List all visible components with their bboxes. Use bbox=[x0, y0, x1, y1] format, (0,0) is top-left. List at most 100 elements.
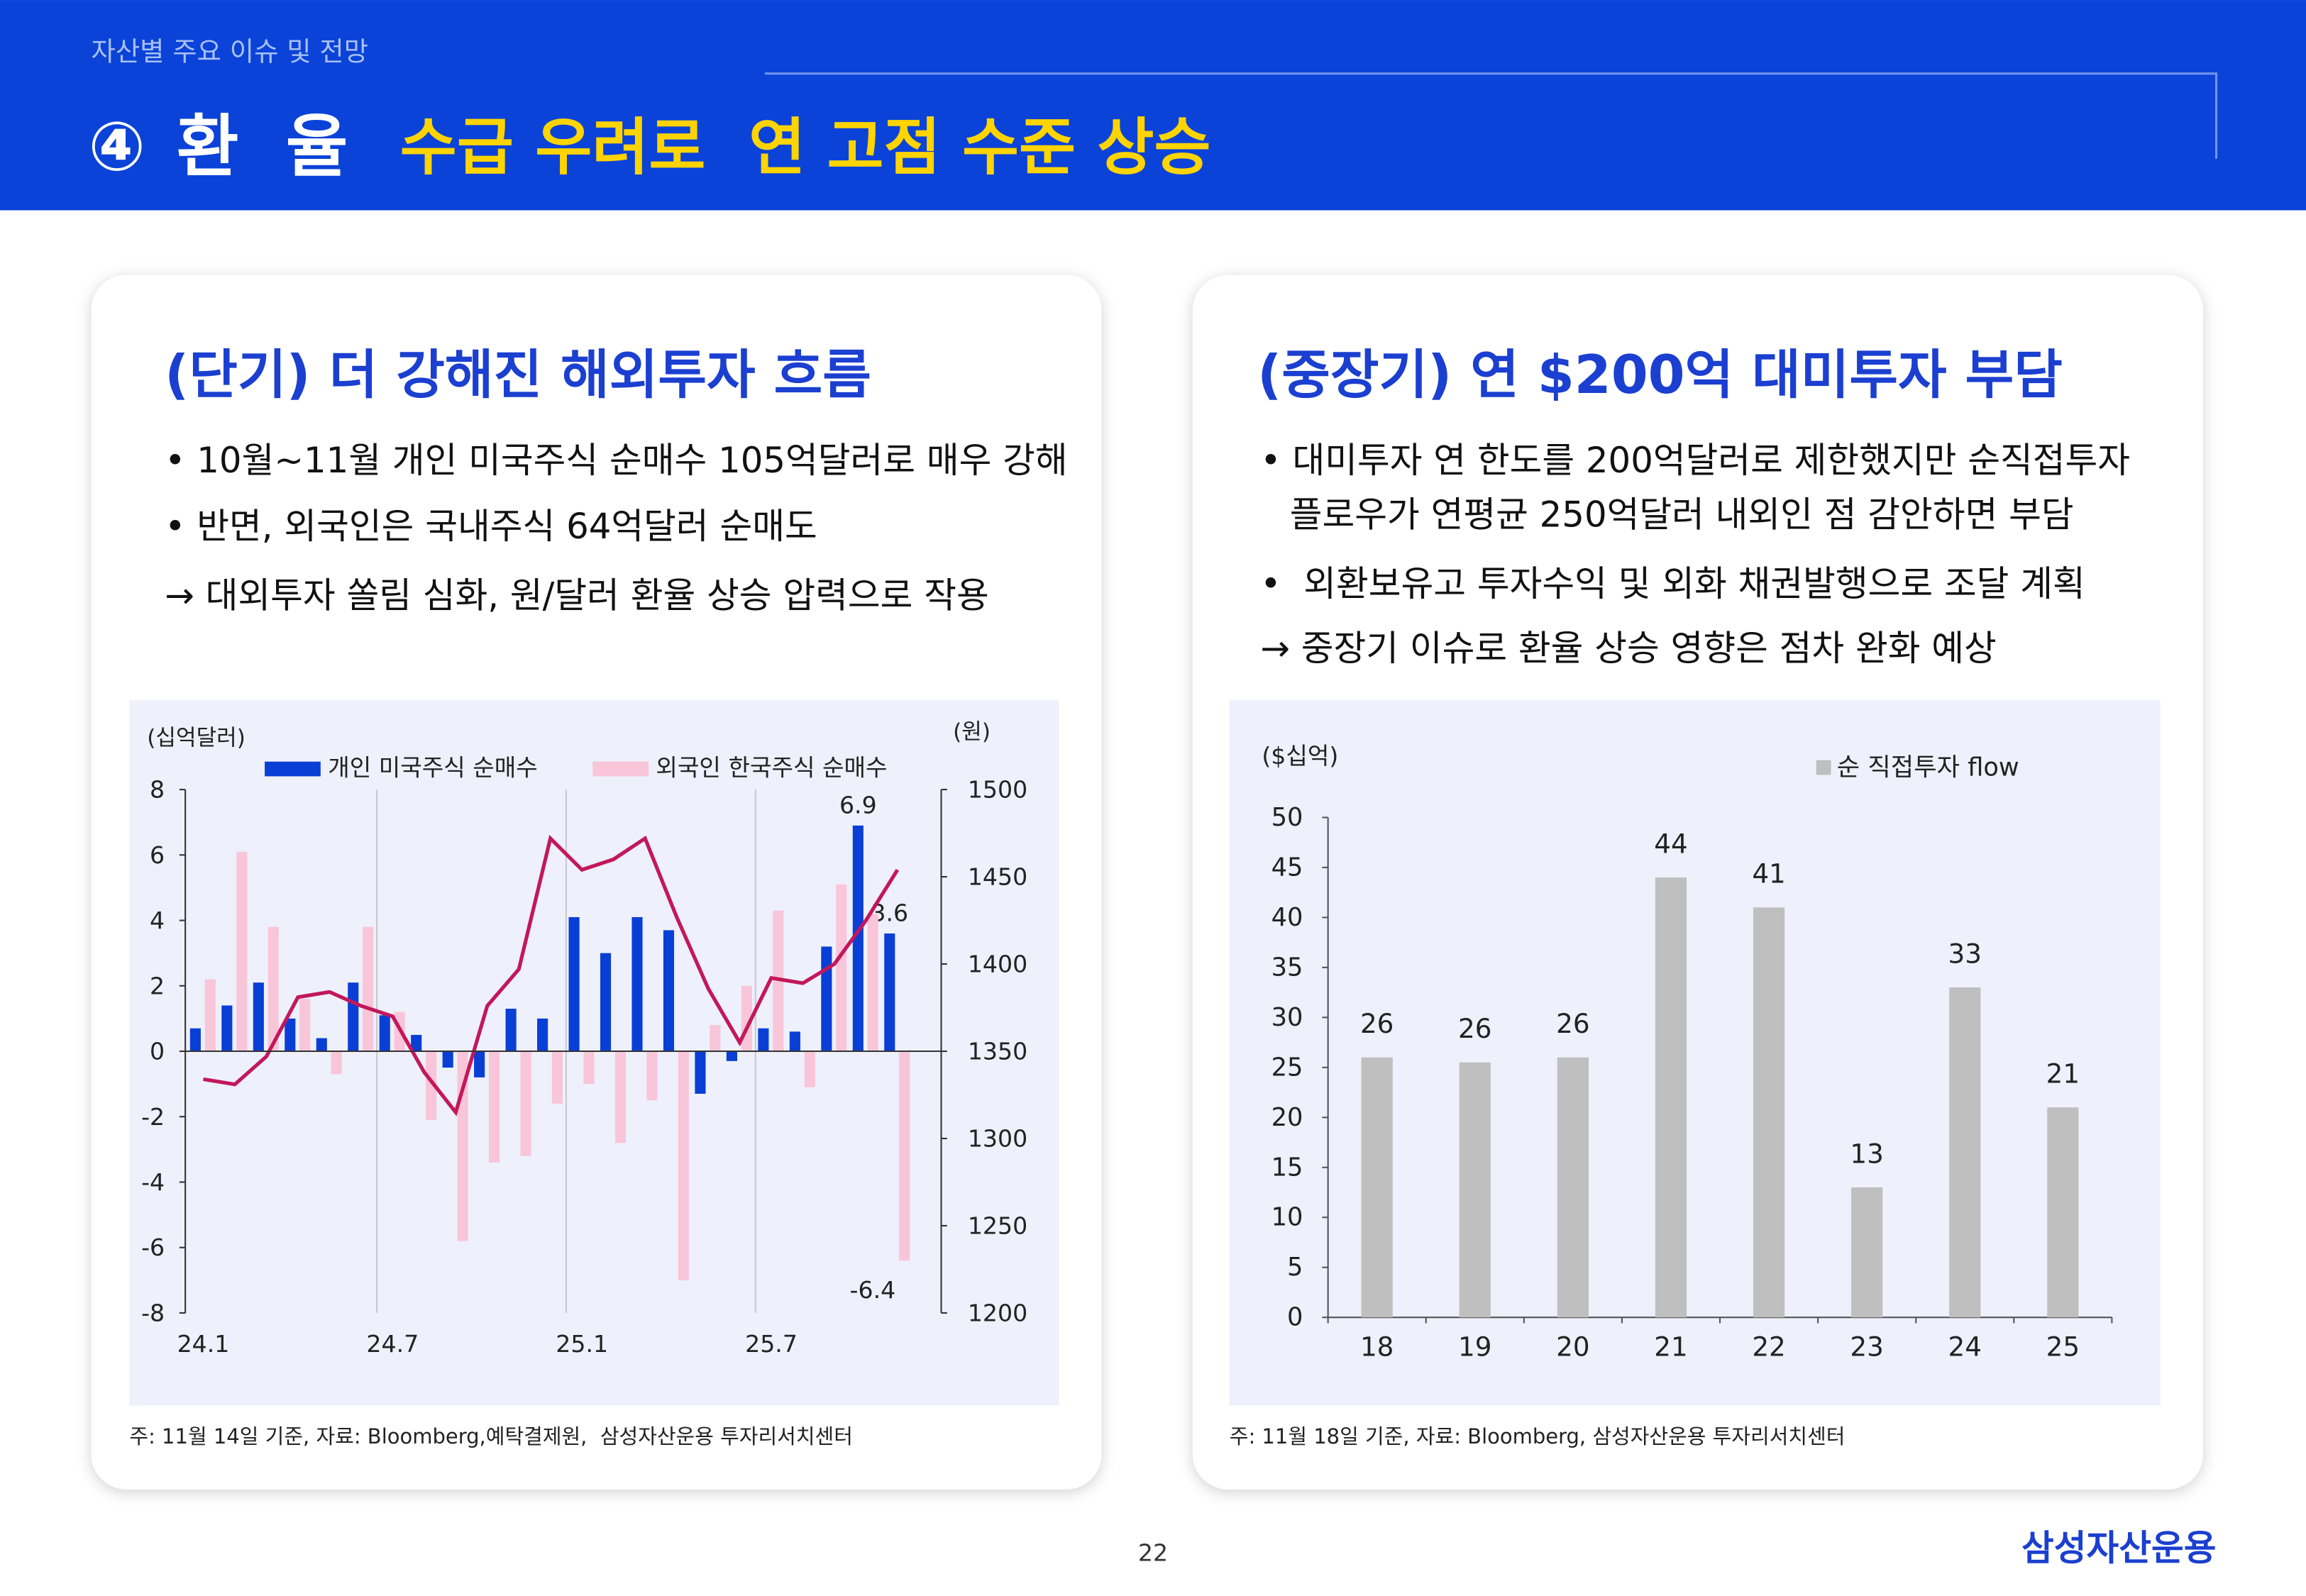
data-label: 6.9 bbox=[839, 791, 877, 819]
x-tick-label: 20 bbox=[1556, 1331, 1589, 1363]
x-tick-label: 24.7 bbox=[366, 1330, 419, 1358]
x-tick-label: 25 bbox=[2046, 1331, 2080, 1363]
bar bbox=[348, 982, 359, 1052]
y2-tick-label: 1200 bbox=[968, 1299, 1027, 1326]
bar bbox=[488, 1051, 500, 1163]
footnote: 주: 11월 18일 기준, 자료: Bloomberg, 삼성자산운용 투자리… bbox=[1230, 1424, 1846, 1448]
y-tick-label: 2 bbox=[150, 972, 165, 999]
bar bbox=[884, 933, 895, 1052]
y-axis-unit: ($십억) bbox=[1262, 742, 1338, 770]
y-tick-label: 40 bbox=[1271, 903, 1303, 932]
bar bbox=[204, 979, 216, 1052]
bar bbox=[189, 1028, 201, 1052]
data-label: -6.4 bbox=[850, 1276, 896, 1304]
page-number: 22 bbox=[1138, 1539, 1168, 1566]
y-tick-label: 15 bbox=[1271, 1153, 1303, 1182]
panel-heading: (중장기) 연 $200억 대미투자 부담 bbox=[1257, 344, 2063, 406]
data-label: 26 bbox=[1360, 1008, 1394, 1039]
bar bbox=[285, 1018, 296, 1052]
y-tick-label: 4 bbox=[150, 907, 165, 934]
y-tick-label: 20 bbox=[1271, 1103, 1303, 1132]
data-label: 26 bbox=[1556, 1008, 1589, 1039]
bar bbox=[821, 946, 832, 1052]
x-tick-label: 23 bbox=[1850, 1331, 1883, 1363]
y-tick-label: 25 bbox=[1271, 1053, 1303, 1082]
bar bbox=[789, 1031, 800, 1052]
legend-label: 외국인 한국주식 순매수 bbox=[656, 753, 887, 781]
bullet: • 10월~11월 개인 미국주식 순매수 105억달러로 매우 강해 bbox=[165, 440, 1068, 481]
bar bbox=[1655, 877, 1687, 1318]
y2-tick-label: 1250 bbox=[968, 1212, 1027, 1239]
legend-label: 순 직접투자 flow bbox=[1837, 753, 2019, 782]
y-tick-label: 0 bbox=[1287, 1303, 1303, 1332]
bar bbox=[1851, 1187, 1883, 1318]
y2-tick-label: 1400 bbox=[968, 951, 1027, 978]
x-tick-label: 18 bbox=[1360, 1331, 1394, 1363]
bar bbox=[867, 914, 878, 1052]
data-label: 33 bbox=[1948, 938, 1982, 969]
bar bbox=[442, 1051, 453, 1068]
bar bbox=[474, 1051, 485, 1077]
bar bbox=[646, 1051, 658, 1101]
y-tick-label: -4 bbox=[141, 1168, 165, 1196]
header-band bbox=[0, 0, 2306, 211]
headline: 수급 우려로 연 고점 수준 상승 bbox=[400, 111, 1211, 183]
bar bbox=[804, 1051, 815, 1087]
data-label: 41 bbox=[1752, 858, 1785, 890]
bar bbox=[411, 1034, 422, 1052]
y-tick-label: -2 bbox=[141, 1103, 165, 1131]
x-tick-label: 24 bbox=[1948, 1331, 1982, 1363]
section-title: 자산별 주요 이슈 및 전망 bbox=[92, 36, 369, 67]
bar bbox=[221, 1005, 233, 1052]
bar bbox=[363, 926, 374, 1052]
bar bbox=[236, 851, 248, 1052]
bullet: → 중장기 이슈로 환율 상승 영향은 점차 완화 예상 bbox=[1260, 628, 1997, 669]
bar bbox=[1361, 1057, 1393, 1318]
bar bbox=[899, 1051, 910, 1261]
x-tick-label: 21 bbox=[1654, 1331, 1687, 1363]
bar bbox=[537, 1018, 548, 1052]
bar bbox=[267, 926, 279, 1052]
bar bbox=[695, 1051, 706, 1094]
y2-tick-label: 1350 bbox=[968, 1038, 1027, 1065]
bar bbox=[2047, 1107, 2079, 1318]
y-tick-label: -8 bbox=[141, 1299, 165, 1326]
bullet: • 대미투자 연 한도를 200억달러로 제한했지만 순직접투자 bbox=[1260, 440, 2130, 481]
bar bbox=[631, 916, 643, 1052]
y-tick-label: -6 bbox=[141, 1234, 165, 1261]
y-tick-label: 0 bbox=[150, 1038, 165, 1065]
header-decoration bbox=[764, 72, 2218, 159]
bar bbox=[426, 1051, 437, 1120]
bar bbox=[1753, 907, 1785, 1318]
bar bbox=[331, 1051, 342, 1075]
bar bbox=[663, 930, 675, 1052]
bar bbox=[583, 1051, 595, 1085]
bar bbox=[379, 1015, 390, 1052]
y2-axis-unit: (원) bbox=[953, 719, 991, 745]
y2-tick-label: 1500 bbox=[968, 776, 1027, 804]
x-tick-label: 25.1 bbox=[556, 1330, 608, 1358]
y-tick-label: 6 bbox=[150, 841, 165, 869]
y-tick-label: 45 bbox=[1271, 853, 1303, 882]
x-tick-label: 19 bbox=[1458, 1331, 1491, 1363]
footnote: 주: 11월 14일 기준, 자료: Bloomberg,예탁결제원, 삼성자산… bbox=[129, 1424, 853, 1448]
brand-logo: 삼성자산운용 bbox=[2021, 1528, 2217, 1569]
bar bbox=[852, 825, 864, 1052]
bar bbox=[299, 999, 311, 1052]
bar bbox=[726, 1051, 737, 1061]
data-label: 26 bbox=[1458, 1013, 1491, 1044]
bullet: 플로우가 연평균 250억달러 내외인 점 감안하면 부담 bbox=[1290, 494, 2074, 535]
bar bbox=[836, 884, 847, 1052]
bar bbox=[568, 916, 580, 1052]
bullet: → 대외투자 쏠림 심화, 원/달러 환율 상승 압력으로 작용 bbox=[165, 575, 989, 616]
y-tick-label: 10 bbox=[1271, 1203, 1303, 1232]
bar bbox=[1949, 987, 1981, 1318]
y-tick-label: 30 bbox=[1271, 1003, 1303, 1032]
data-label: 21 bbox=[2046, 1058, 2080, 1090]
title-topic: 환 율 bbox=[177, 108, 348, 186]
data-label: 44 bbox=[1654, 828, 1687, 859]
bar bbox=[678, 1051, 689, 1280]
bar bbox=[551, 1051, 563, 1104]
bar bbox=[253, 982, 264, 1052]
